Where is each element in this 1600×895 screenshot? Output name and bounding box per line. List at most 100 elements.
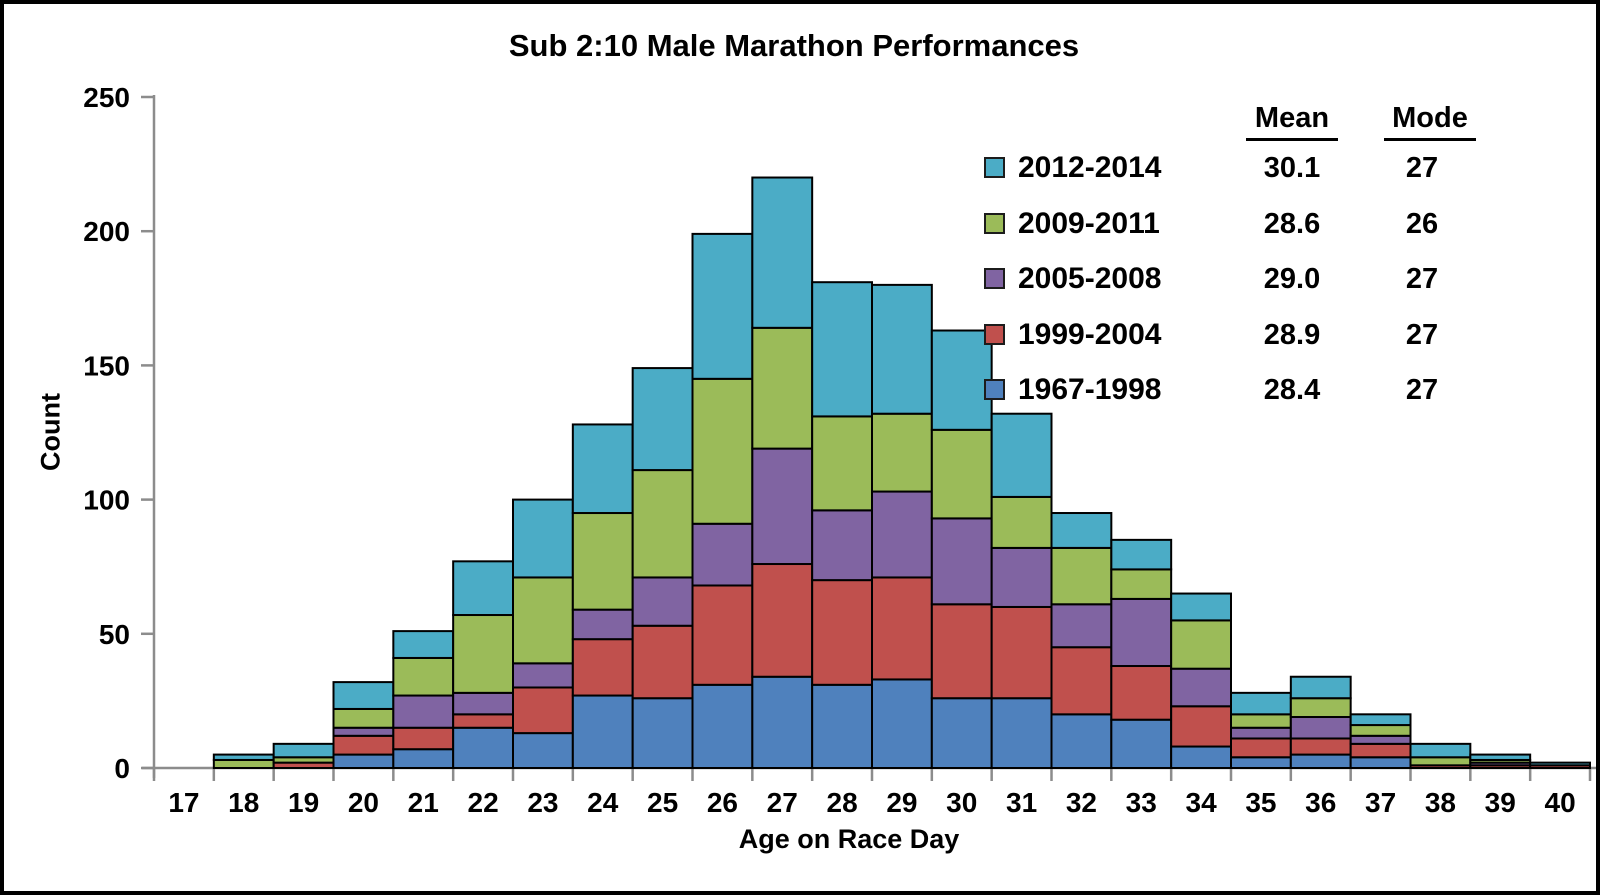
bar-segment-1967-1998-age-28: [811, 683, 874, 770]
legend-mode-value: 27: [1405, 263, 1439, 296]
bar-segment-2009-2011-age-31: [990, 495, 1053, 549]
bar-segment-1999-2004-age-22: [452, 713, 514, 729]
legend-mode-value: 27: [1405, 318, 1439, 351]
bar-segment-2009-2011-age-23: [512, 576, 574, 665]
bar-segment-2005-2008-age-21: [392, 694, 455, 729]
bar-segment-1999-2004-age-36: [1289, 737, 1352, 756]
y-tick-label: 250: [83, 82, 130, 113]
y-tick-label: 0: [114, 753, 130, 784]
x-tick-label: 28: [827, 787, 858, 818]
bar-segment-2012-2014-age-29: [871, 283, 933, 415]
x-tick-label: 36: [1305, 787, 1336, 818]
bar-segment-1967-1998-age-31: [990, 697, 1053, 769]
bar-segment-2005-2008-age-34: [1170, 667, 1232, 708]
bar-segment-2009-2011-age-38: [1409, 756, 1472, 767]
bar-segment-1967-1998-age-22: [452, 726, 514, 769]
bar-segment-1967-1998-age-24: [571, 694, 634, 769]
x-tick-label: 38: [1425, 787, 1456, 818]
bar-segment-1999-2004-age-34: [1170, 705, 1232, 748]
x-tick-label: 21: [408, 787, 439, 818]
bar-segment-2009-2011-age-28: [811, 415, 874, 512]
x-tick-label: 30: [946, 787, 977, 818]
bar-segment-2012-2014-age-19: [272, 742, 335, 759]
y-tick-label: 100: [83, 485, 130, 516]
bar-segment-2005-2008-age-23: [512, 662, 574, 689]
bar-segment-2005-2008-age-37: [1349, 734, 1412, 745]
legend-mean-header: Mean: [1246, 102, 1338, 141]
x-tick-label: 40: [1545, 787, 1576, 818]
x-tick-label: 25: [647, 787, 678, 818]
bar-segment-1999-2004-age-23: [512, 686, 574, 735]
x-tick-label: 32: [1066, 787, 1097, 818]
bar-segment-2005-2008-age-31: [990, 546, 1053, 608]
bar-segment-1999-2004-age-26: [691, 584, 754, 686]
x-tick-label: 18: [228, 787, 259, 818]
bar-segment-2005-2008-age-35: [1230, 726, 1292, 740]
bar-segment-2009-2011-age-22: [452, 614, 514, 694]
x-tick-label: 24: [587, 787, 619, 818]
bar-segment-2009-2011-age-27: [751, 326, 814, 450]
x-tick-label: 23: [527, 787, 558, 818]
bar-segment-2005-2008-age-30: [930, 517, 993, 606]
bar-segment-2005-2008-age-32: [1050, 603, 1113, 649]
bar-segment-1999-2004-age-29: [871, 576, 933, 681]
legend-swatch-icon: [984, 157, 1005, 178]
bar-segment-2012-2014-age-31: [990, 412, 1053, 498]
bar-segment-2009-2011-age-35: [1230, 713, 1292, 729]
bar-segment-2012-2014-age-25: [631, 367, 694, 472]
bar-segment-2012-2014-age-30: [930, 329, 993, 431]
x-tick-label: 35: [1245, 787, 1276, 818]
bar-segment-2009-2011-age-26: [691, 377, 754, 525]
legend-swatch-icon: [984, 379, 1005, 401]
bar-segment-2009-2011-age-18: [212, 758, 275, 769]
bar-segment-1999-2004-age-31: [990, 605, 1053, 700]
bar-segment-1967-1998-age-34: [1170, 745, 1232, 770]
bar-segment-1999-2004-age-21: [392, 726, 455, 751]
bar-segment-1967-1998-age-26: [691, 683, 754, 770]
x-tick-label: 39: [1485, 787, 1516, 818]
bar-segment-2009-2011-age-36: [1289, 697, 1352, 719]
legend-series-label: 2012-2014: [1018, 151, 1162, 184]
bar-segment-2005-2008-age-36: [1289, 716, 1352, 740]
bar-segment-1999-2004-age-24: [571, 638, 634, 697]
bar-segment-2012-2014-age-28: [811, 281, 874, 418]
y-tick-label: 50: [99, 619, 130, 650]
bar-segment-1967-1998-age-20: [332, 753, 395, 770]
bar-segment-2012-2014-age-20: [332, 681, 395, 710]
bar-segment-2005-2008-age-29: [871, 490, 933, 579]
x-tick-label: 37: [1365, 787, 1396, 818]
bar-segment-1999-2004-age-37: [1349, 742, 1412, 759]
x-tick-label: 26: [707, 787, 738, 818]
x-tick-label: 19: [288, 787, 319, 818]
x-tick-label: 31: [1006, 787, 1037, 818]
y-tick-label: 150: [83, 350, 130, 381]
bar-segment-2012-2014-age-23: [512, 498, 574, 579]
x-tick-label: 17: [168, 787, 199, 818]
bar-segment-2012-2014-age-33: [1110, 538, 1173, 571]
bar-segment-2005-2008-age-28: [811, 509, 874, 582]
bar-segment-2012-2014-age-37: [1349, 713, 1412, 727]
bar-segment-1999-2004-age-25: [631, 624, 694, 700]
bar-segment-1967-1998-age-29: [871, 678, 933, 769]
legend-series-label: 2009-2011: [1018, 206, 1160, 240]
y-tick-label: 200: [83, 216, 130, 247]
legend-mean-value: 28.9: [1263, 318, 1321, 351]
bar-segment-1967-1998-age-25: [631, 697, 694, 769]
bar-segment-2012-2014-age-35: [1230, 691, 1292, 716]
legend-mode-header: Mode: [1384, 102, 1476, 141]
bar-segment-2012-2014-age-32: [1050, 512, 1113, 549]
bar-segment-2005-2008-age-27: [751, 447, 814, 566]
legend-mode-value: 27: [1405, 152, 1439, 184]
bar-segment-2012-2014-age-24: [571, 423, 634, 515]
bar-segment-2005-2008-age-24: [571, 608, 634, 641]
bar-segment-2012-2014-age-22: [452, 560, 514, 617]
legend-mode-value: 27: [1405, 374, 1439, 407]
bar-segment-1967-1998-age-35: [1230, 756, 1292, 769]
bar-segment-2012-2014-age-36: [1289, 675, 1352, 700]
bar-segment-2012-2014-age-38: [1409, 742, 1472, 759]
bar-segment-2009-2011-age-32: [1050, 546, 1113, 606]
bar-segment-1999-2004-age-30: [930, 603, 993, 700]
bar-segment-2009-2011-age-34: [1170, 619, 1232, 670]
bar-segment-1999-2004-age-32: [1050, 646, 1113, 716]
